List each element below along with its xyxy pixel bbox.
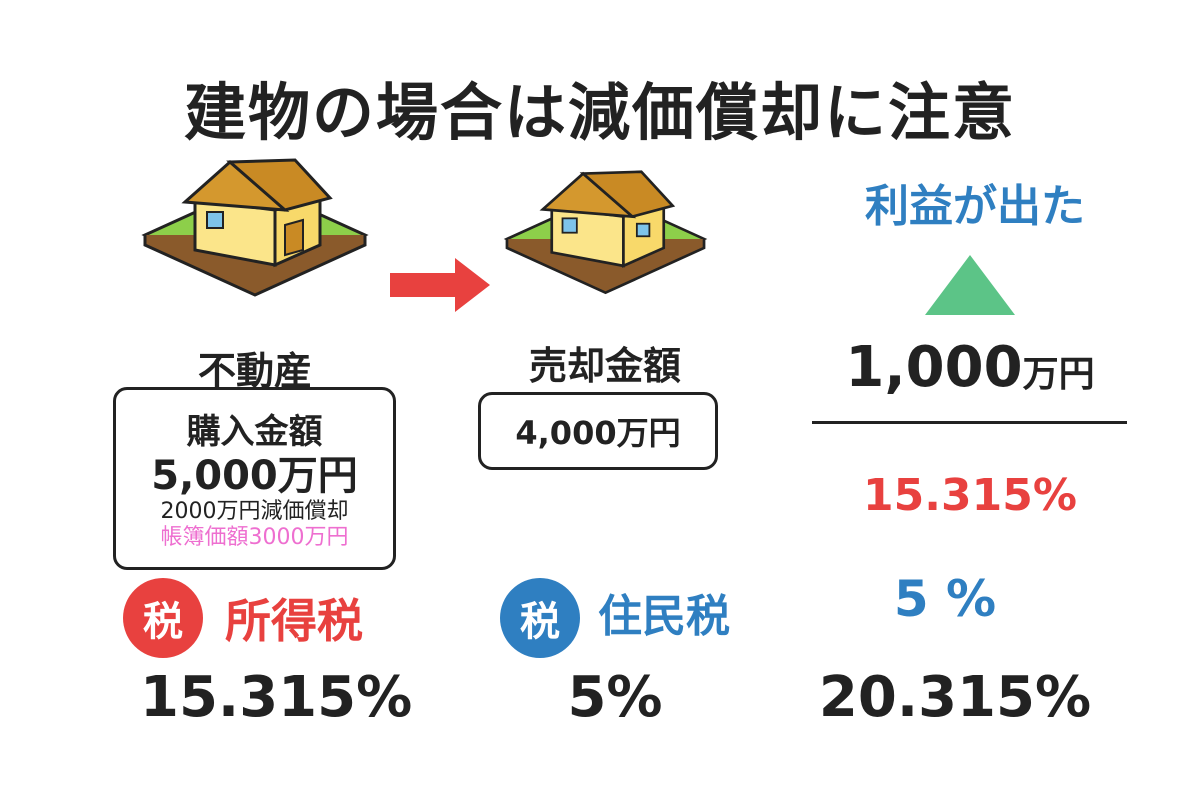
- sale-label: 売却金額: [528, 344, 681, 388]
- purchase-amount: 5,000万円: [151, 453, 358, 499]
- profit-resident-rate: 5 %: [893, 570, 997, 628]
- purchase-box: 購入金額 5,000万円 2000万円減価償却 帳簿価額3000万円: [113, 387, 396, 570]
- purchase-label: 購入金額: [186, 412, 323, 452]
- tax-badge: 税: [123, 578, 203, 658]
- profit-income-rate: 15.315%: [863, 470, 1077, 521]
- profit-number: 1,000: [845, 335, 1023, 400]
- income-tax-label: 所得税: [225, 594, 363, 648]
- profit-total-rate: 20.315%: [818, 665, 1092, 730]
- depreciation-text: 2000万円減価償却: [160, 499, 349, 524]
- book-value-text: 帳簿価額3000万円: [160, 525, 349, 550]
- house-icon: [141, 158, 369, 297]
- triangle-up-icon: [925, 255, 1015, 315]
- tax-badge: 税: [500, 578, 580, 658]
- property-label: 不動産: [197, 349, 312, 393]
- arrow-right-icon: [390, 258, 490, 312]
- resident-tax-label: 住民税: [598, 591, 730, 642]
- profit-amount: 1,000万円: [815, 335, 1125, 400]
- house-icon: [503, 170, 708, 295]
- resident-tax-rate: 5%: [567, 665, 663, 730]
- income-tax-rate: 15.315%: [140, 665, 413, 730]
- sale-amount: 4,000万円: [478, 392, 718, 470]
- profit-label: 利益が出た: [865, 181, 1085, 232]
- profit-unit: 万円: [1022, 354, 1095, 395]
- page-title: 建物の場合は減価償却に注意: [183, 76, 1016, 149]
- divider: [812, 421, 1127, 424]
